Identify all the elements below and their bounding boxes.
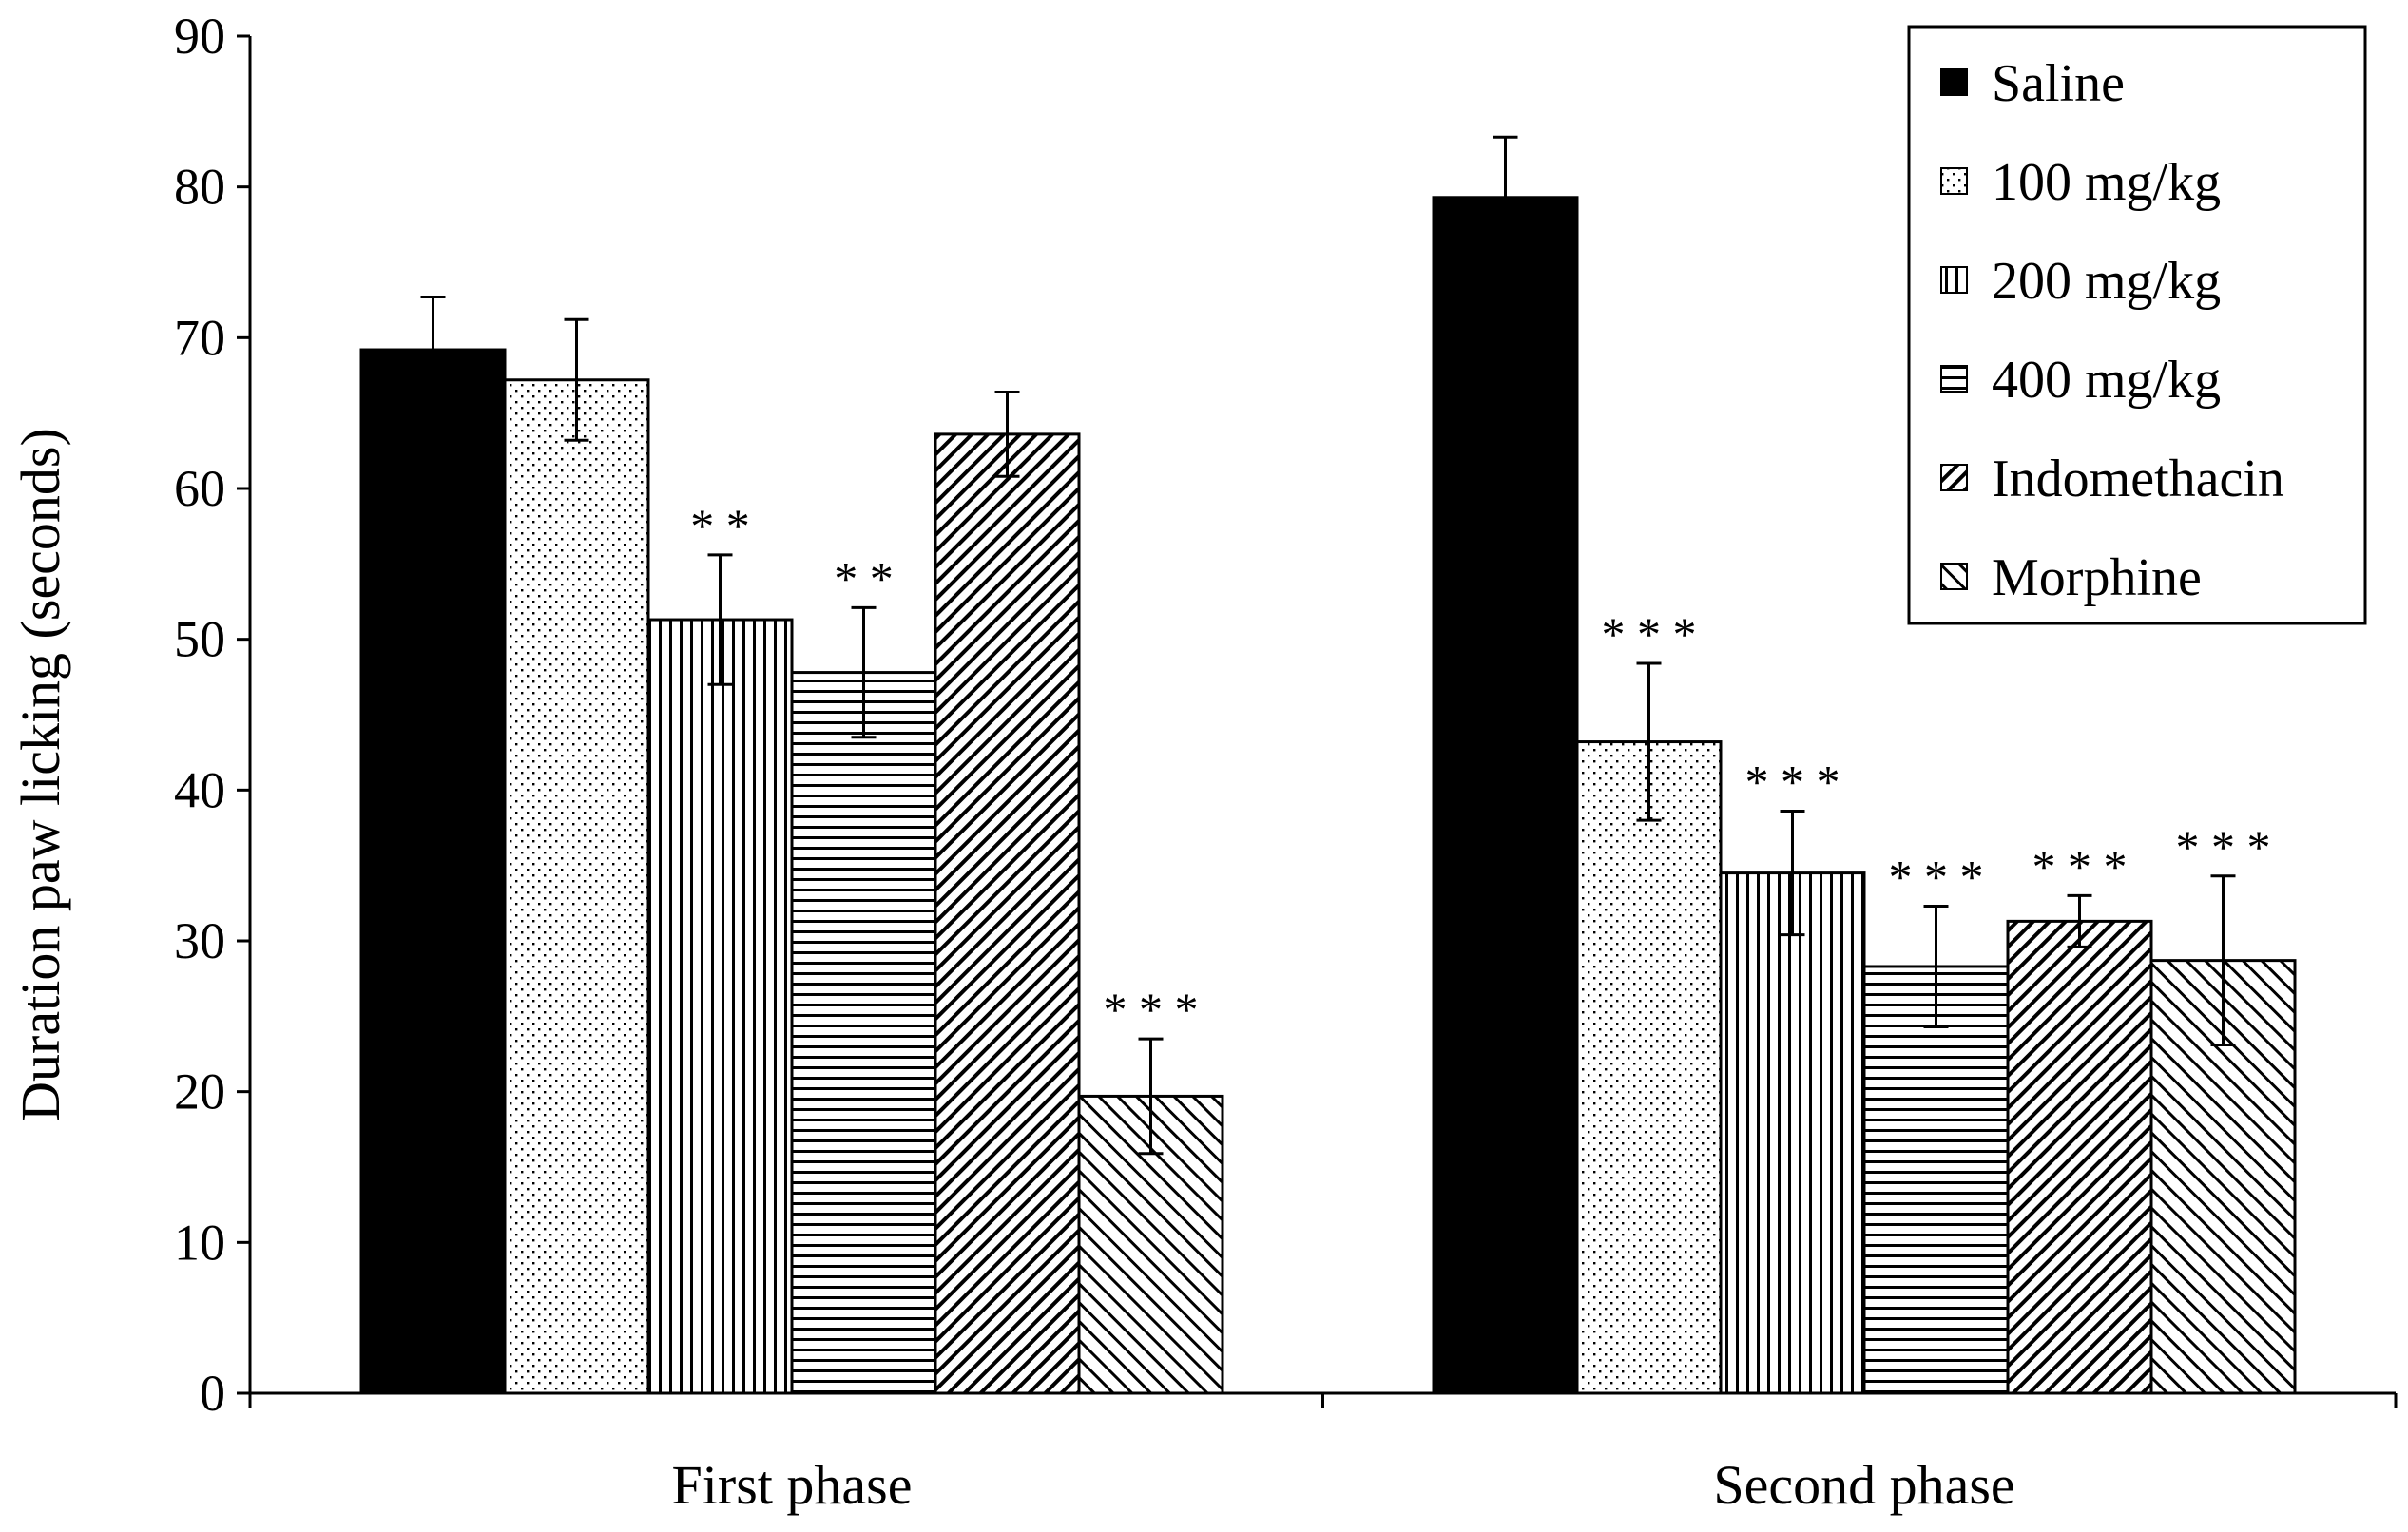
- bar-saline-second-phase: [1432, 196, 1579, 1395]
- error-bars-layer: [420, 135, 2236, 1156]
- x-category-label-first-phase: First phase: [672, 1454, 913, 1516]
- error-bar-400-mg-kg-first-phase: [851, 605, 877, 739]
- error-bar-400-mg-kg-second-phase: [1923, 905, 1949, 1028]
- legend-item-100-mg-kg: 100 mg/kg: [1940, 153, 2221, 212]
- legend-swatch-200-mg-kg: [1940, 266, 1968, 294]
- bar-100-mg-kg-second-phase: [1575, 740, 1723, 1395]
- significance-marker-200-mg-kg-first-phase: * *: [690, 499, 750, 552]
- legend-label-200-mg-kg: 200 mg/kg: [1992, 252, 2221, 311]
- error-bar-indomethacin-first-phase: [994, 390, 1020, 478]
- bar-200-mg-kg-second-phase: [1719, 871, 1866, 1395]
- y-tick-label: 20: [174, 1063, 225, 1120]
- significance-marker-morphine-second-phase: * * *: [2176, 820, 2271, 873]
- legend-item-200-mg-kg: 200 mg/kg: [1940, 252, 2221, 311]
- legend-frame: [1907, 25, 2367, 625]
- legend-item-morphine: Morphine: [1940, 548, 2202, 607]
- significance-marker-400-mg-kg-first-phase: * *: [834, 551, 894, 604]
- y-tick-label: 80: [174, 159, 225, 216]
- y-tick-label: 10: [174, 1214, 225, 1271]
- error-bar-200-mg-kg-second-phase: [1780, 810, 1805, 937]
- legend-label-saline: Saline: [1992, 54, 2125, 113]
- legend-item-saline: Saline: [1940, 54, 2125, 113]
- error-bar-saline-first-phase: [420, 295, 446, 405]
- legend-swatch-morphine: [1940, 563, 1968, 590]
- error-bar-indomethacin-second-phase: [2067, 893, 2092, 948]
- legend-item-indomethacin: Indomethacin: [1940, 450, 2284, 508]
- y-tick-label: 0: [200, 1365, 225, 1422]
- bar-saline-first-phase: [359, 348, 507, 1395]
- significance-marker-200-mg-kg-second-phase: * * *: [1745, 756, 1840, 809]
- y-tick-label: 70: [174, 309, 225, 366]
- legend-swatch-indomethacin: [1940, 464, 1968, 491]
- legend-swatch-saline: [1940, 68, 1968, 96]
- y-tick-label: 30: [174, 912, 225, 969]
- significance-marker-morphine-first-phase: * * *: [1104, 983, 1199, 1036]
- y-tick-label: 40: [174, 761, 225, 818]
- y-axis-title: Duration paw licking (seconds): [10, 428, 71, 1121]
- legend-swatch-100-mg-kg: [1940, 167, 1968, 195]
- y-tick-label: 90: [174, 8, 225, 65]
- error-bar-100-mg-kg-first-phase: [564, 317, 589, 442]
- legend-label-100-mg-kg: 100 mg/kg: [1992, 153, 2221, 212]
- x-category-label-second-phase: Second phase: [1713, 1454, 2014, 1516]
- bar-100-mg-kg-first-phase: [503, 378, 650, 1395]
- legend-label-indomethacin: Indomethacin: [1992, 450, 2284, 508]
- significance-marker-100-mg-kg-second-phase: * * *: [1602, 607, 1697, 661]
- legend-item-400-mg-kg: 400 mg/kg: [1940, 351, 2221, 410]
- significance-marker-400-mg-kg-second-phase: * * *: [1889, 851, 1984, 904]
- error-bar-200-mg-kg-first-phase: [707, 553, 733, 686]
- error-bar-morphine-second-phase: [2210, 874, 2236, 1046]
- legend-swatch-400-mg-kg: [1940, 365, 1968, 393]
- legend-label-morphine: Morphine: [1992, 548, 2202, 607]
- bar-indomethacin-first-phase: [934, 432, 1081, 1395]
- y-tick-label: 60: [174, 460, 225, 517]
- bar-200-mg-kg-first-phase: [646, 618, 794, 1395]
- axes: 0 10 20 30 40 50 60 70 80 90 First phase Second pha…: [174, 8, 2398, 1516]
- legend-label-400-mg-kg: 400 mg/kg: [1992, 351, 2221, 410]
- significance-layer: * * * * * * * * * * * * * * * * * * * * * *: [690, 499, 2270, 1036]
- legend: Saline 100 mg/kg 200 mg/kg 400 mg/kg Indomet…: [1907, 25, 2367, 625]
- error-bar-100-mg-kg-second-phase: [1636, 661, 1662, 822]
- bar-400-mg-kg-first-phase: [790, 671, 937, 1395]
- bar-400-mg-kg-second-phase: [1862, 965, 2010, 1395]
- error-bar-morphine-first-phase: [1138, 1037, 1164, 1156]
- error-bar-saline-second-phase: [1493, 135, 1518, 259]
- y-tick-label: 50: [174, 611, 225, 668]
- significance-marker-indomethacin-second-phase: * * *: [2032, 839, 2128, 892]
- bar-indomethacin-second-phase: [2006, 919, 2153, 1395]
